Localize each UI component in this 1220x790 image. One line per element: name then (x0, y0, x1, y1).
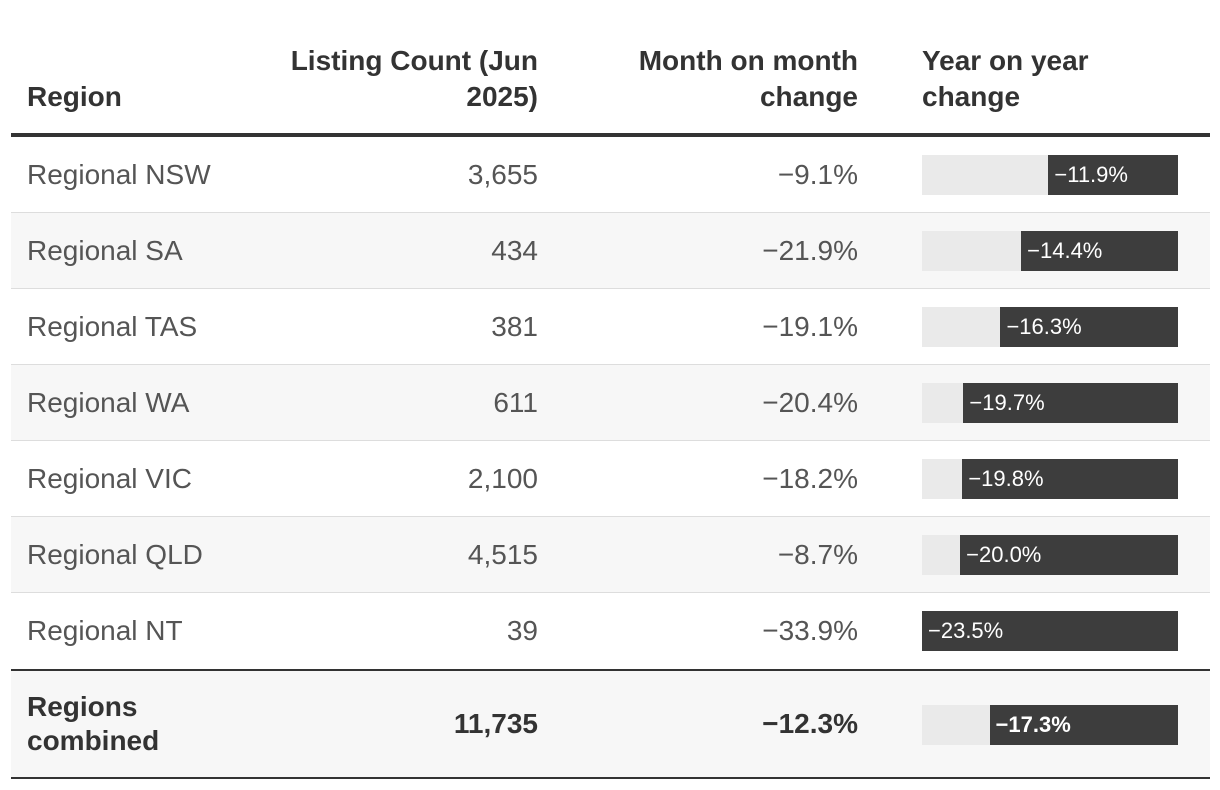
yoy-bar-label: −19.7% (969, 390, 1045, 415)
region-cell: Regional TAS (27, 310, 198, 342)
table-row: Regional WA 611 −20.4% −19.7% (11, 365, 1210, 441)
table-row: Regional NSW 3,655 −9.1% −11.9% (11, 137, 1210, 213)
yoy-bar-track: −19.7% (922, 383, 1178, 423)
total-yoy-bar-track: −17.3% (922, 705, 1178, 745)
month-on-month-cell: −18.2% (762, 462, 858, 494)
yoy-bar-label: −20.0% (966, 542, 1042, 567)
month-on-month-cell: −19.1% (762, 310, 858, 342)
listing-count-cell: 381 (491, 310, 538, 342)
header-month-on-month-line2: change (759, 81, 858, 112)
month-on-month-cell: −8.7% (777, 538, 858, 570)
yoy-bar: −16.3% (1000, 307, 1178, 347)
yoy-bar-label: −16.3% (1006, 314, 1082, 339)
month-on-month-cell: −21.9% (762, 234, 858, 266)
yoy-bar-track: −20.0% (922, 535, 1178, 575)
yoy-bar-track: −19.8% (922, 459, 1178, 499)
yoy-bar: −14.4% (1021, 231, 1178, 271)
yoy-bar-label: −19.8% (968, 466, 1044, 491)
yoy-bar: −23.5% (922, 611, 1178, 651)
total-row: Regions combined 11,735 −12.3% −17.3% (11, 669, 1210, 779)
yoy-bar-track: −14.4% (922, 231, 1178, 271)
region-cell: Regional VIC (27, 462, 192, 494)
header-year-on-year-line2: change (922, 81, 1021, 112)
region-cell: Regional SA (27, 234, 183, 266)
yoy-bar: −19.7% (963, 383, 1178, 423)
month-on-month-cell: −20.4% (762, 386, 858, 418)
header-year-on-year-line1: Year on year (922, 45, 1089, 76)
table-row: Regional QLD 4,515 −8.7% −20.0% (11, 517, 1210, 593)
listing-count-cell: 434 (491, 234, 538, 266)
yoy-bar: −20.0% (960, 535, 1178, 575)
total-region-line2: combined (27, 725, 160, 756)
yoy-bar: −19.8% (962, 459, 1178, 499)
listing-count-cell: 2,100 (467, 462, 538, 494)
region-cell: Regional WA (27, 386, 190, 418)
listing-count-cell: 4,515 (467, 538, 538, 570)
yoy-bar: −11.9% (1048, 155, 1178, 195)
header-listing-count-line1: Listing Count (Jun (290, 45, 538, 76)
yoy-bar-track: −11.9% (922, 155, 1178, 195)
table-header: Region Listing Count (Jun 2025) Month on… (11, 0, 1210, 137)
region-cell: Regional NT (27, 615, 183, 646)
listings-table: Region Listing Count (Jun 2025) Month on… (11, 0, 1210, 779)
header-listing-count-line2: 2025) (466, 81, 538, 112)
table-row: Regional TAS 381 −19.1% −16.3% (11, 289, 1210, 365)
month-on-month-cell: −9.1% (777, 158, 858, 190)
header-year-on-year: Year on year change (922, 43, 1089, 115)
total-yoy-bar: −17.3% (989, 705, 1178, 745)
total-listing-count-cell: 11,735 (453, 708, 538, 739)
yoy-bar-label: −11.9% (1054, 162, 1128, 187)
region-cell: Regional QLD (27, 538, 203, 570)
listing-count-cell: 3,655 (467, 158, 538, 190)
listing-count-cell: 39 (506, 615, 538, 646)
header-listing-count: Listing Count (Jun 2025) (291, 43, 538, 115)
header-month-on-month: Month on month change (639, 43, 858, 115)
listing-count-cell: 611 (493, 386, 538, 418)
total-yoy-bar-label: −17.3% (995, 712, 1071, 737)
total-month-on-month-cell: −12.3% (762, 708, 858, 739)
yoy-bar-label: −14.4% (1027, 238, 1103, 263)
yoy-bar-label: −23.5% (928, 618, 1004, 643)
month-on-month-cell: −33.9% (762, 615, 858, 646)
yoy-bar-track: −16.3% (922, 307, 1178, 347)
table-row: Regional SA 434 −21.9% −14.4% (11, 213, 1210, 289)
region-cell: Regional NSW (27, 158, 211, 190)
header-region: Region (27, 81, 122, 112)
yoy-bar-track: −23.5% (922, 611, 1178, 651)
header-month-on-month-line1: Month on month (638, 45, 858, 76)
table-row: Regional NT 39 −33.9% −23.5% (11, 593, 1210, 669)
total-region-cell: Regions combined (27, 671, 159, 777)
table-row: Regional VIC 2,100 −18.2% −19.8% (11, 441, 1210, 517)
total-region-line1: Regions (27, 691, 138, 722)
